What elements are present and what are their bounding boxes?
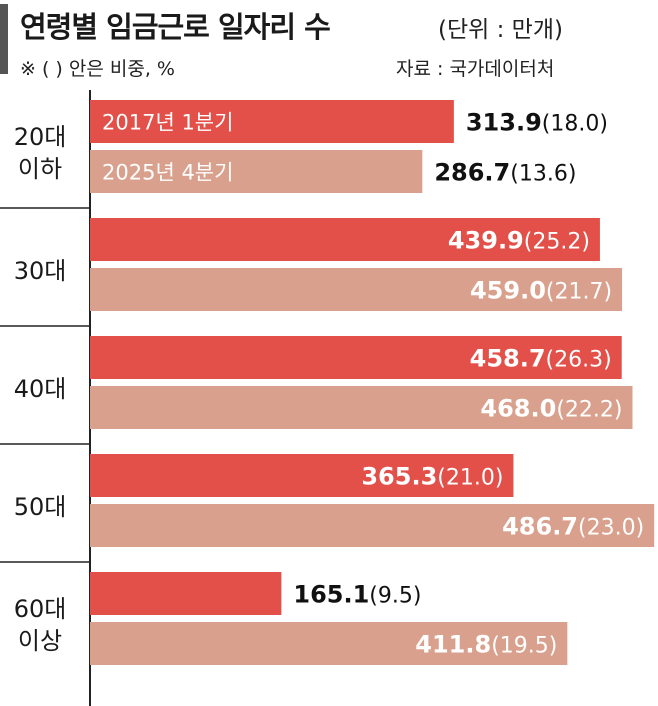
value-label: 165.1(9.5) bbox=[293, 581, 421, 609]
bar bbox=[90, 100, 454, 143]
category-label: 이상 bbox=[18, 627, 62, 655]
category-label: 60대 bbox=[14, 595, 67, 623]
bar bbox=[90, 218, 600, 261]
value-label: 439.9(25.2) bbox=[448, 227, 590, 255]
value-label: 411.8(19.5) bbox=[415, 631, 557, 659]
bar bbox=[90, 268, 623, 311]
category-label: 40대 bbox=[14, 375, 67, 403]
bar bbox=[90, 336, 622, 379]
legend-label: 2017년 1분기 bbox=[102, 111, 233, 135]
value-label: 486.7(23.0) bbox=[502, 513, 644, 541]
bar bbox=[90, 150, 423, 193]
value-label: 468.0(22.2) bbox=[480, 395, 622, 423]
category-label: 20대 bbox=[14, 123, 67, 151]
value-label: 313.9(18.0) bbox=[466, 109, 608, 137]
bar bbox=[90, 622, 568, 665]
bar bbox=[90, 386, 633, 429]
bar bbox=[90, 504, 655, 547]
value-label: 458.7(26.3) bbox=[470, 345, 612, 373]
source-label: 자료 : 국가데이터처 bbox=[396, 58, 555, 80]
category-label: 50대 bbox=[14, 493, 67, 521]
bar bbox=[90, 572, 282, 615]
bar bbox=[90, 454, 514, 497]
chart-title: 연령별 임금근로 일자리 수 bbox=[20, 10, 331, 44]
title-accent-bar bbox=[0, 4, 8, 74]
value-label: 459.0(21.7) bbox=[470, 277, 612, 305]
category-label: 30대 bbox=[14, 257, 67, 285]
legend-label: 2025년 4분기 bbox=[102, 161, 233, 185]
unit-label: (단위 : 만개) bbox=[438, 17, 563, 43]
category-label: 이하 bbox=[18, 155, 62, 183]
value-label: 365.3(21.0) bbox=[361, 463, 503, 491]
share-note: ※ ( ) 안은 비중, % bbox=[20, 58, 175, 80]
value-label: 286.7(13.6) bbox=[434, 159, 576, 187]
